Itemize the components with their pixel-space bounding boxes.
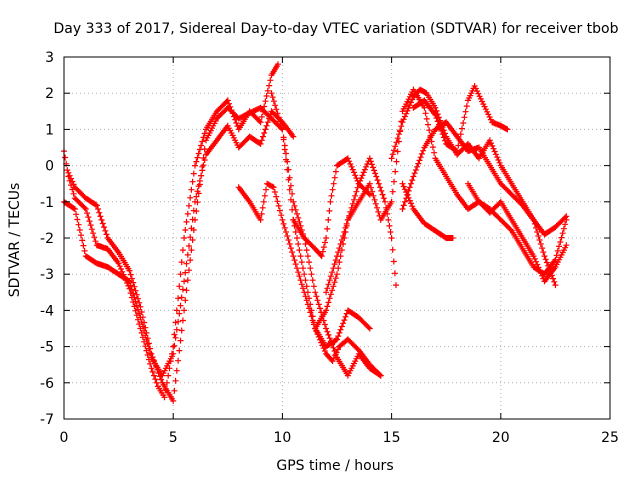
y-tick-label: -5 [40,340,54,356]
y-tick-label: 2 [45,86,54,102]
series-track-5 [268,90,384,379]
data-point-markers [268,90,384,379]
y-tick-label: 3 [45,50,54,66]
x-tick-label: 5 [169,430,178,446]
data-point-markers [290,155,373,260]
series-track-12 [399,180,456,241]
series-track-10 [399,119,559,289]
series-track-13 [465,180,570,278]
y-tick-label: -7 [40,412,54,428]
x-tick-label: 0 [60,430,69,446]
chart-title: Day 333 of 2017, Sidereal Day-to-day VTE… [53,21,618,37]
series-track-11 [410,83,511,155]
data-point-markers [410,83,511,155]
x-tick-label: 15 [383,430,401,446]
y-tick-label: -2 [40,231,54,247]
y-axis-title: SDTVAR / TECUs [7,183,23,298]
x-tick-label: 10 [273,430,291,446]
y-tick-label: 1 [45,122,54,138]
x-tick-label: 25 [601,430,619,446]
data-point-markers [399,180,456,241]
y-tick-label: 0 [45,159,54,175]
data-points [61,61,570,404]
y-tick-label: -1 [40,195,54,211]
series-track-3 [65,104,384,404]
data-point-markers [399,119,559,289]
x-axis-title: GPS time / hours [276,458,393,474]
axis-ticks: 0 5 10 15 20 25 -7 -6 -5 -4 -3 -2 -1 0 1 2 3 [40,50,619,446]
y-tick-label: -3 [40,267,54,283]
series-track-6 [290,155,373,260]
y-tick-label: -6 [40,376,54,392]
data-point-markers [465,180,570,278]
data-point-markers [65,104,384,404]
y-tick-label: -4 [40,303,54,319]
x-tick-label: 20 [492,430,510,446]
